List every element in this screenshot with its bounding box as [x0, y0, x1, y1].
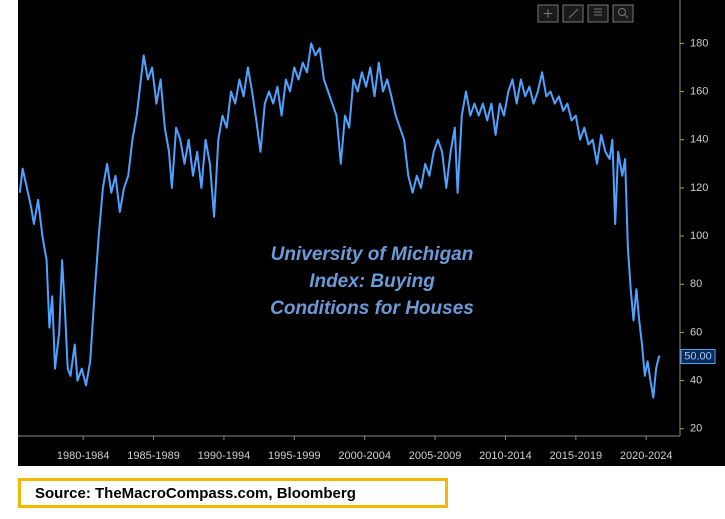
icon: [624, 14, 629, 19]
y-tick-label: 140: [690, 134, 708, 146]
x-tick-label: 1985-1989: [127, 450, 180, 462]
y-tick-label: 100: [690, 230, 708, 242]
source-box: Source: TheMacroCompass.com, Bloomberg: [18, 478, 448, 508]
y-tick-label: 80: [690, 278, 702, 290]
y-tick-label: 20: [690, 423, 702, 435]
x-tick-label: 1990-1994: [198, 450, 251, 462]
annotation: Index: Buying: [309, 271, 435, 292]
toolbar: [537, 4, 634, 23]
data-line: [18, 42, 661, 399]
icon: [618, 8, 626, 16]
y-tick-label: 40: [690, 375, 702, 387]
icon: [568, 8, 579, 19]
x-tick-label: 2010-2014: [479, 450, 532, 462]
last-value-box: [680, 349, 716, 365]
icon: [543, 9, 553, 18]
chart: 20 40 60 80 100 120 140 160 180 1980-1984 1985-198…: [18, 0, 725, 466]
y-tick-label: 120: [690, 182, 708, 194]
y-tick-label: 160: [690, 85, 708, 97]
annotation: University of Michigan: [271, 244, 474, 265]
annotation: Conditions for Houses: [270, 298, 474, 319]
y-tick-label: 60: [690, 326, 702, 338]
x-tick-label: 2020-2024: [620, 450, 673, 462]
last-value-label: 50.00: [684, 350, 712, 362]
x-tick-label: 1980-1984: [57, 450, 110, 462]
x-tick-label: 2015-2019: [550, 450, 603, 462]
x-tick-label: 1995-1999: [268, 450, 321, 462]
x-tick-label: 2005-2009: [409, 450, 462, 462]
tool-zoom[interactable]: [612, 4, 634, 23]
tool-notes[interactable]: [587, 4, 609, 23]
x-tick-label: 2000-2004: [338, 450, 391, 462]
icon: [594, 8, 602, 16]
y-tick-label: 180: [690, 37, 708, 49]
